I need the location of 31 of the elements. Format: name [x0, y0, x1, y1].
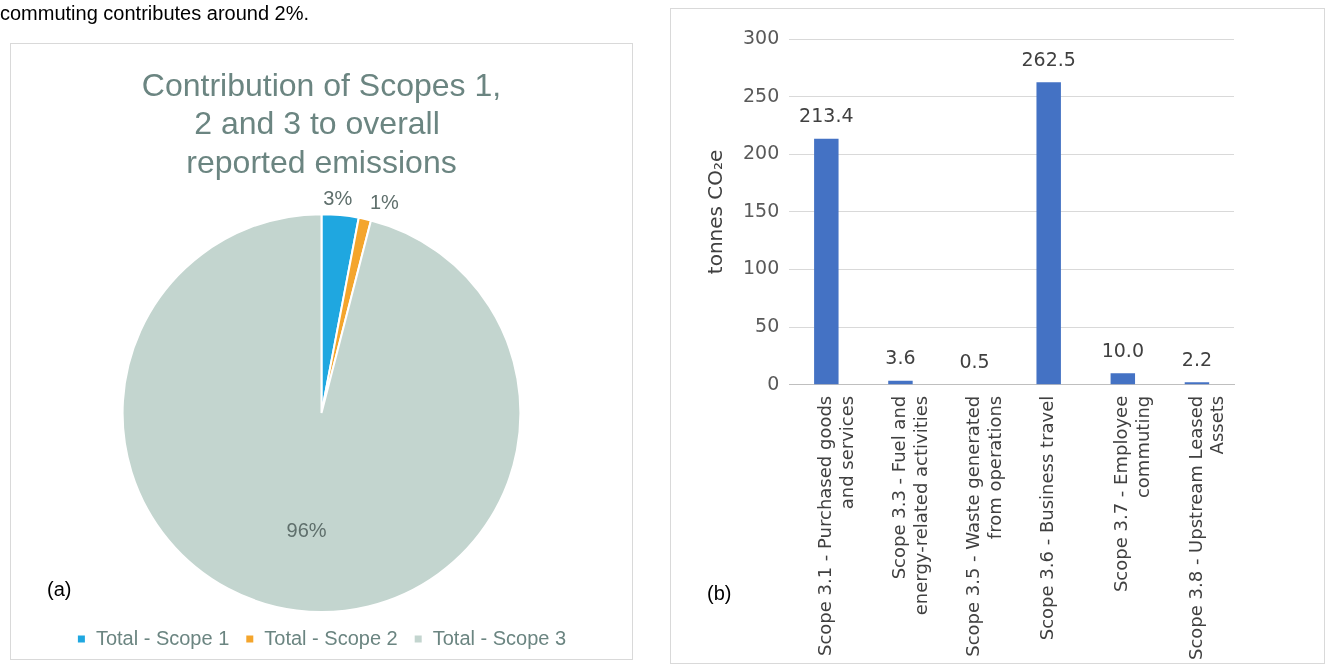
y-tick-label: 300: [743, 25, 780, 48]
y-axis-title: tonnes CO₂e: [703, 149, 728, 275]
data-label: 262.5: [1021, 47, 1076, 70]
data-label: 10.0: [1101, 338, 1144, 361]
data-label: 2.2: [1181, 347, 1213, 370]
legend-label: Total - Scope 3: [432, 626, 567, 649]
y-tick-label: 150: [743, 198, 780, 221]
text: (a): [47, 578, 72, 601]
x-tick-label: Scope 3.6 - Business travel: [1036, 395, 1058, 641]
bar: [1036, 82, 1061, 385]
x-tick-label: Scope 3.1 - Purchased goods and services: [814, 395, 857, 657]
data-label: 213.4: [799, 104, 854, 127]
y-tick-label: 200: [743, 141, 780, 164]
text: (b): [707, 582, 732, 605]
legend-label: Total - Scope 1: [95, 626, 230, 649]
bar: [1184, 382, 1210, 385]
y-tick-label: 250: [743, 83, 780, 106]
text: commuting contributes around 2%.: [0, 2, 310, 25]
y-tick-label: 100: [743, 256, 780, 279]
data-label: 96%: [286, 519, 327, 542]
data-label: 1%: [369, 190, 400, 213]
data-label: 3.6: [885, 346, 916, 369]
bar: [1110, 373, 1136, 385]
y-tick-label: 0: [767, 371, 780, 394]
chart-title: Contribution of Scopes 1, 2 and 3 to overall reported emissions: [141, 67, 502, 180]
data-label: 3%: [323, 186, 353, 209]
data-label: 0.5: [959, 349, 990, 372]
bar: [814, 138, 839, 385]
x-tick-label: Scope 3.7 - Employee commuting: [1110, 395, 1154, 593]
y-tick-label: 50: [755, 314, 780, 337]
legend-label: Total - Scope 2: [264, 626, 398, 649]
